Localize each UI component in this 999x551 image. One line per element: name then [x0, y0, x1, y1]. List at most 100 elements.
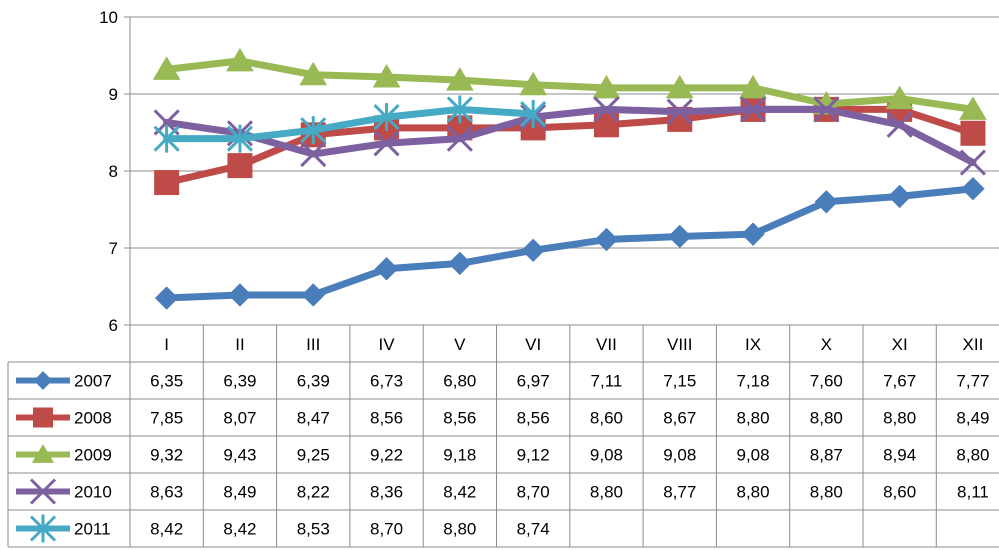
data-point-2010-VII — [593, 96, 620, 123]
data-point-2007-VIII — [668, 224, 692, 249]
x-category-label: II — [235, 335, 244, 354]
table-cell-2009-X: 8,87 — [810, 446, 843, 465]
table-cell-2008-III: 8,47 — [297, 409, 330, 428]
legend-label-2008: 2008 — [74, 409, 112, 428]
x-category-label: VI — [525, 335, 541, 354]
table-cell-2007-IX: 7,18 — [737, 372, 770, 391]
data-point-2010-VIII — [666, 98, 693, 125]
legend-key-2010 — [16, 478, 70, 505]
table-cell-2009-IV: 9,22 — [370, 446, 403, 465]
table-cell-2010-X: 8,80 — [810, 483, 843, 502]
table-cell-2010-IV: 8,36 — [370, 483, 403, 502]
data-point-2010-XI — [886, 111, 913, 138]
series-line-2010 — [163, 105, 977, 167]
table-cell-2009-VIII: 9,08 — [663, 446, 696, 465]
x-category-label: XII — [963, 335, 984, 354]
table-cell-2009-I: 9,32 — [150, 446, 183, 465]
y-tick-label-8: 8 — [109, 162, 118, 181]
data-point-2007-VII — [594, 227, 619, 252]
legend-key-2007 — [16, 371, 70, 390]
legend-key-2008 — [16, 407, 70, 428]
table-cell-2007-XI: 7,67 — [883, 372, 916, 391]
table-cell-2009-IX: 9,08 — [737, 446, 770, 465]
x-category-label: VII — [596, 335, 617, 354]
data-point-2007-IV — [374, 257, 399, 281]
data-point-2007-XII — [961, 177, 985, 201]
data-point-2009-II — [226, 47, 254, 72]
data-point-2007-III — [301, 283, 325, 307]
gridlines — [124, 16, 999, 547]
table-cell-2010-III: 8,22 — [297, 483, 330, 502]
table-cell-2009-VII: 9,08 — [590, 446, 623, 465]
data-point-2011-II — [226, 124, 254, 153]
table-cell-2011-IV: 8,70 — [370, 520, 403, 539]
table-cell-2007-I: 6,35 — [150, 372, 183, 391]
marker-stroke — [739, 96, 767, 123]
data-point-2007-VI — [521, 238, 545, 263]
table-cell-2007-IV: 6,73 — [370, 372, 403, 391]
data-point-2011-V — [446, 95, 473, 124]
table-cell-2010-IX: 8,80 — [737, 483, 770, 502]
data-point-2009-IV — [372, 64, 401, 88]
table-cell-2009-XII: 8,80 — [956, 446, 989, 465]
data-point-2008-II — [227, 153, 253, 179]
table-cell-2007-X: 7,60 — [810, 372, 843, 391]
table-cell-2011-VI: 8,74 — [517, 520, 550, 539]
data-point-2007-X — [814, 190, 839, 214]
data-point-2011-IV — [373, 103, 400, 132]
table-cell-2008-X: 8,80 — [810, 409, 843, 428]
table-cell-2007-VI: 6,97 — [517, 372, 550, 391]
legend-marker — [31, 444, 55, 463]
data-point-2007-I — [154, 286, 179, 310]
data-point-2009-III — [299, 61, 328, 86]
table-cell-2007-XII: 7,77 — [956, 372, 989, 391]
data-point-2010-IV — [373, 130, 400, 157]
data-point-2008-XII — [960, 120, 986, 146]
legend-marker — [33, 371, 53, 390]
series-line-2009 — [163, 57, 977, 113]
table-cell-2010-XII: 8,11 — [957, 483, 989, 502]
data-point-2009-I — [152, 56, 181, 80]
table-cell-2010-XI: 8,60 — [883, 483, 916, 502]
marker-stroke — [959, 149, 987, 176]
series-2007 — [154, 177, 985, 310]
table-cell-2008-VIII: 8,67 — [663, 409, 696, 428]
data-point-2008-I — [154, 170, 180, 196]
data-point-2007-II — [228, 283, 252, 307]
x-category-label: XI — [892, 335, 908, 354]
table-cell-2009-XI: 8,94 — [883, 446, 916, 465]
x-category-label: IX — [745, 335, 761, 354]
marker-stroke — [29, 478, 57, 505]
marker-stroke — [373, 130, 400, 157]
data-point-2007-IX — [741, 222, 765, 246]
table-cell-2008-V: 8,56 — [443, 409, 476, 428]
table-cell-2008-VI: 8,56 — [517, 409, 550, 428]
table-cell-2011-III: 8,53 — [297, 520, 330, 539]
data-point-2010-III — [300, 140, 327, 168]
table-cell-2010-V: 8,42 — [443, 483, 476, 502]
data-point-2010-X — [813, 96, 840, 123]
table-cell-2008-XI: 8,80 — [883, 409, 916, 428]
table-cell-2010-VII: 8,80 — [590, 483, 623, 502]
table-cell-2007-VIII: 7,15 — [663, 372, 696, 391]
table-cell-2008-IV: 8,56 — [370, 409, 403, 428]
series-line-2011 — [163, 105, 537, 143]
legend-marker — [29, 478, 57, 505]
x-category-label: IV — [379, 335, 396, 354]
y-tick-label-6: 6 — [109, 316, 118, 335]
data-point-2011-VI — [520, 100, 547, 129]
data-point-2009-VI — [519, 71, 548, 96]
data-point-2010-IX — [739, 96, 767, 123]
legend-label-2010: 2010 — [74, 483, 112, 502]
data-point-2007-XI — [887, 184, 912, 209]
marker-stroke — [666, 98, 693, 125]
table-cell-2008-VII: 8,60 — [590, 409, 623, 428]
table-cell-2008-IX: 8,80 — [737, 409, 770, 428]
x-category-label: I — [164, 335, 169, 354]
data-point-2009-XII — [959, 96, 987, 120]
table-cell-2011-II: 8,42 — [223, 520, 256, 539]
table-cell-2009-II: 9,43 — [223, 446, 256, 465]
table-cell-2007-III: 6,39 — [297, 372, 330, 391]
